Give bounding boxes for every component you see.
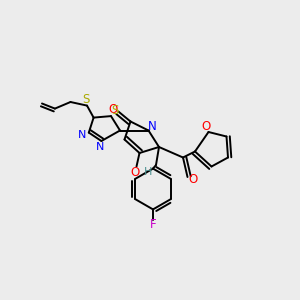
Text: O: O [188,173,197,186]
Text: O: O [109,103,118,116]
Text: S: S [111,103,118,117]
Text: H: H [144,167,153,177]
Text: O: O [202,120,211,133]
Text: S: S [83,93,90,106]
Text: N: N [96,142,104,152]
Text: F: F [150,218,156,232]
Text: O: O [130,166,140,179]
Text: N: N [78,130,86,140]
Text: N: N [148,119,157,133]
